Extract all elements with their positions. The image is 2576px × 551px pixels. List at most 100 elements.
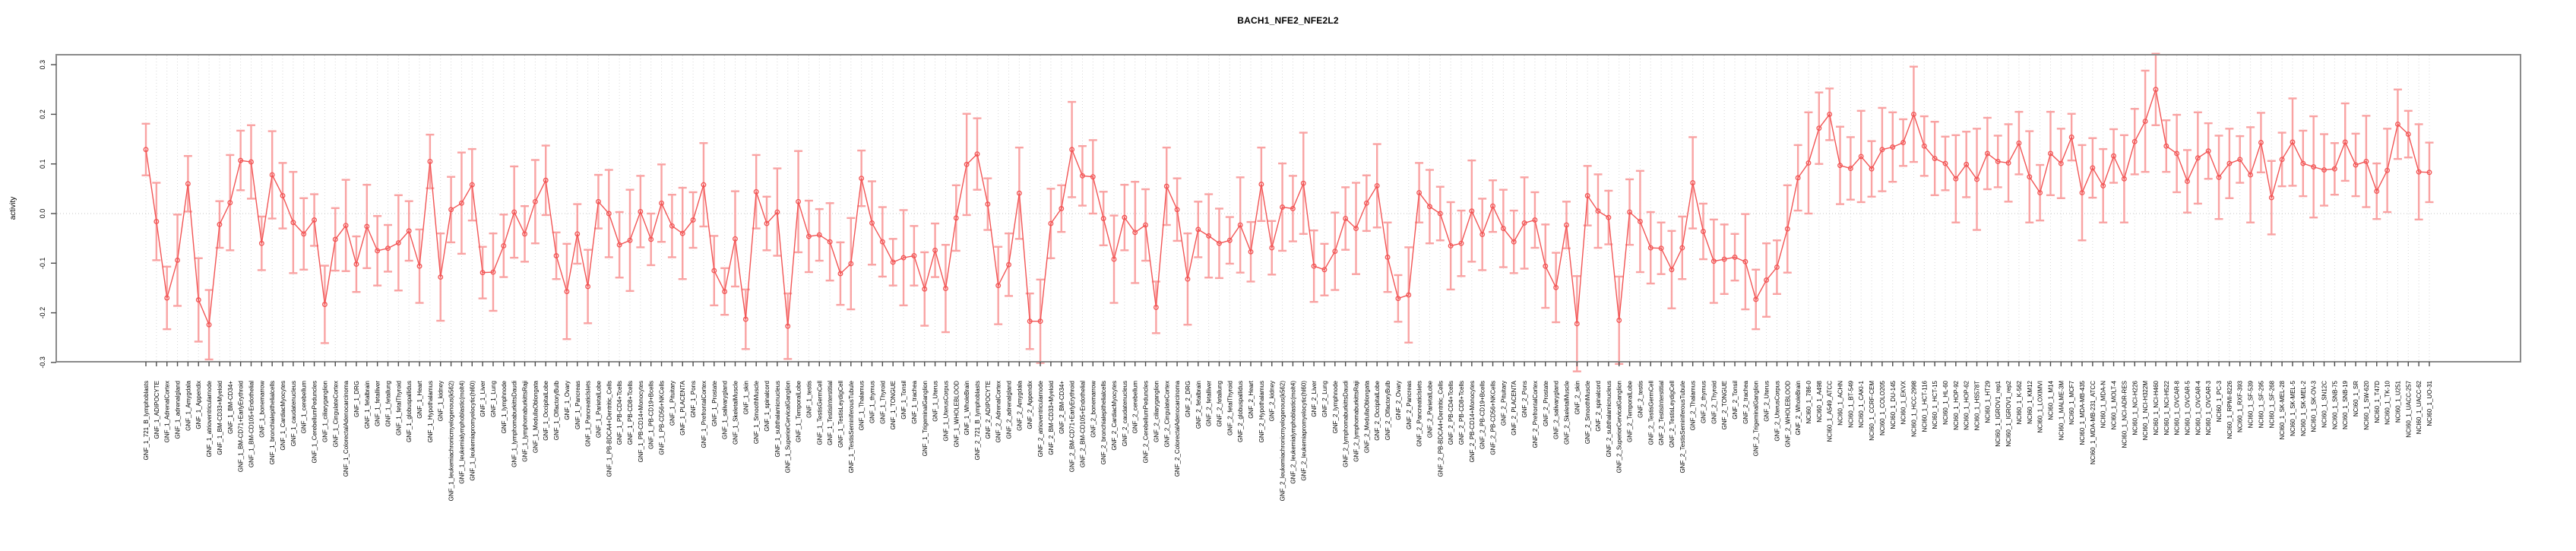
x-tick-label: GNF_1_BM-CD34+ [227, 381, 234, 434]
x-tick-label: GNF_2_skin [1574, 381, 1581, 414]
x-tick-label: GNF_2_Pons [1521, 381, 1528, 417]
data-point [1584, 193, 1590, 198]
data-point [1448, 242, 1454, 249]
data-point [1059, 206, 1065, 211]
data-point [816, 232, 822, 238]
data-point [290, 220, 296, 226]
x-tick-label: NCI60_1_HOP-92 [1953, 380, 1960, 429]
data-point [638, 208, 644, 214]
data-point [2290, 139, 2296, 145]
data-point [2279, 157, 2285, 163]
x-tick-label: GNF_2_ColorectalAdenocarcinoma [1174, 380, 1181, 477]
x-tick-label: GNF_1_Pancreas [574, 381, 581, 429]
x-tick-label: GNF_1_PB-CD19+Bcells [648, 381, 655, 449]
x-tick-label: GNF_2_PLACENTA [1511, 380, 1517, 435]
data-point [248, 159, 254, 165]
x-tick-label: GNF_1_ParietalLobe [595, 380, 602, 438]
data-point [1269, 245, 1275, 251]
x-tick-label: GNF_2_Liver [1311, 381, 1318, 417]
x-tick-label: NCI60_1_COLO205 [1879, 380, 1886, 435]
data-point [753, 188, 759, 195]
data-point [701, 182, 707, 188]
data-point [574, 231, 581, 237]
x-tick-label: NCI60_1_EKVX [1900, 380, 1907, 424]
x-tick-label: GNF_2_TestisLeydigCell [1669, 381, 1676, 448]
x-tick-label: GNF_2_PrefrontalCortex [1532, 381, 1539, 448]
x-tick-label: GNF_1_PB-CD4+Tcells [616, 381, 623, 445]
data-point [1564, 222, 1569, 228]
data-point [553, 253, 559, 258]
x-tick-label: GNF_1_TestisLeydigCell [837, 381, 844, 448]
data-point [1732, 255, 1738, 260]
data-point [1690, 180, 1696, 185]
data-point [1847, 166, 1853, 172]
x-tick-label: GNF_1_TestisGermCell [816, 381, 823, 445]
data-point [711, 268, 717, 274]
data-point [669, 223, 675, 229]
x-tick-label: GNF_2_fetalliver [1206, 381, 1213, 426]
data-point [1080, 173, 1085, 179]
x-tick-label: GNF_2_salivarygland [1553, 381, 1560, 439]
x-tick-label: GNF_2_BM-CD33+Myeloid [1048, 381, 1055, 455]
data-point [837, 271, 843, 277]
data-point [890, 259, 896, 265]
x-tick-label: GNF_2_trachea [1742, 380, 1749, 423]
data-point [2363, 158, 2369, 164]
x-tick-label: GNF_2_lymphomaburkittsDaudi [1343, 381, 1350, 467]
x-tick-label: GNF_1_TestisSeminiferousTubule [848, 380, 855, 473]
data-point [2342, 139, 2348, 145]
x-tick-label: NCI60_1_MCF7 [2068, 380, 2075, 424]
data-point [1543, 263, 1549, 269]
data-point [1416, 190, 1422, 196]
x-tick-label: GNF_1_TONGUE [890, 381, 897, 429]
data-point [2405, 131, 2411, 137]
data-point [742, 316, 748, 322]
x-tick-label: GNF_2_leukemiapromyelocytic(hl60) [1300, 381, 1307, 481]
data-point [1280, 204, 1286, 210]
data-point [805, 233, 812, 239]
x-tick-label: NCI60_1_HT29 [1984, 380, 1991, 423]
x-tick-label: GNF_1_kidney [438, 381, 445, 421]
data-point [301, 231, 307, 237]
x-tick-label: GNF_1_BM-CD33+Myeloid [217, 381, 223, 455]
data-point [1553, 284, 1559, 290]
data-point [942, 286, 948, 292]
x-tick-label: NCI60_1_A549_ATCC [1827, 381, 1834, 442]
data-point [1858, 154, 1864, 160]
data-point [2374, 188, 2380, 195]
x-tick-label: NCI60_1_786-0 [1805, 380, 1812, 423]
data-point [1206, 233, 1212, 239]
y-axis-ticks: 0.3 0.2 0.1 0.0 -0.1 -0.2 -0.3 [39, 60, 56, 369]
data-point [1385, 255, 1391, 260]
data-point [1300, 180, 1306, 186]
x-tick-label: GNF_2_lymphomaburkittsRaji [1353, 381, 1360, 462]
x-tick-label: GNF_2_ciliaryganglion [1153, 381, 1160, 442]
x-tick-label: NCI60_1_K-562 [2016, 380, 2023, 424]
x-tick-label: GNF_2_UterusCorpus [1774, 381, 1780, 442]
x-tick-label: GNF_1_UterusCorpus [942, 381, 949, 442]
x-tick-label: GNF_1_WholeBrain [964, 381, 970, 435]
data-point [1437, 211, 1443, 217]
x-tick-label: GNF_1_ColorectalAdenocarcinoma [343, 380, 350, 477]
data-point [2174, 150, 2180, 157]
data-point [1153, 304, 1159, 310]
x-tick-label: GNF_1_721_B_lymphoblasts [143, 381, 150, 461]
data-point [985, 201, 991, 207]
x-tick-label: GNF_2_AdrenalCortex [995, 381, 1002, 442]
data-point [2385, 167, 2391, 173]
x-tick-label: GNF_1_PB-BDCA4+Dentritic_Cells [606, 381, 612, 477]
x-tick-label: GNF_1_Prostate [711, 380, 718, 426]
data-point [143, 147, 149, 153]
x-tick-label: GNF_1_Hypothalamus [427, 381, 434, 442]
x-tick-label: GNF_2_Uterus [1764, 381, 1771, 422]
x-tick-label: GNF_1_AdrenalCortex [164, 381, 171, 442]
data-point [690, 217, 696, 223]
data-point [2111, 153, 2117, 159]
x-tick-label: GNF_2_OlfactoryBulb [1385, 380, 1391, 440]
x-tick-label: NCI60_1_SW-620 [2363, 380, 2370, 429]
data-point [2268, 195, 2274, 201]
x-tick-label: GNF_2_Heart [1248, 380, 1255, 419]
x-tick-label: GNF_1_Heart [416, 380, 423, 419]
x-tick-label: GNF_1_testis [805, 381, 812, 418]
x-tick-label: GNF_2_SmoothMuscle [1584, 380, 1591, 444]
